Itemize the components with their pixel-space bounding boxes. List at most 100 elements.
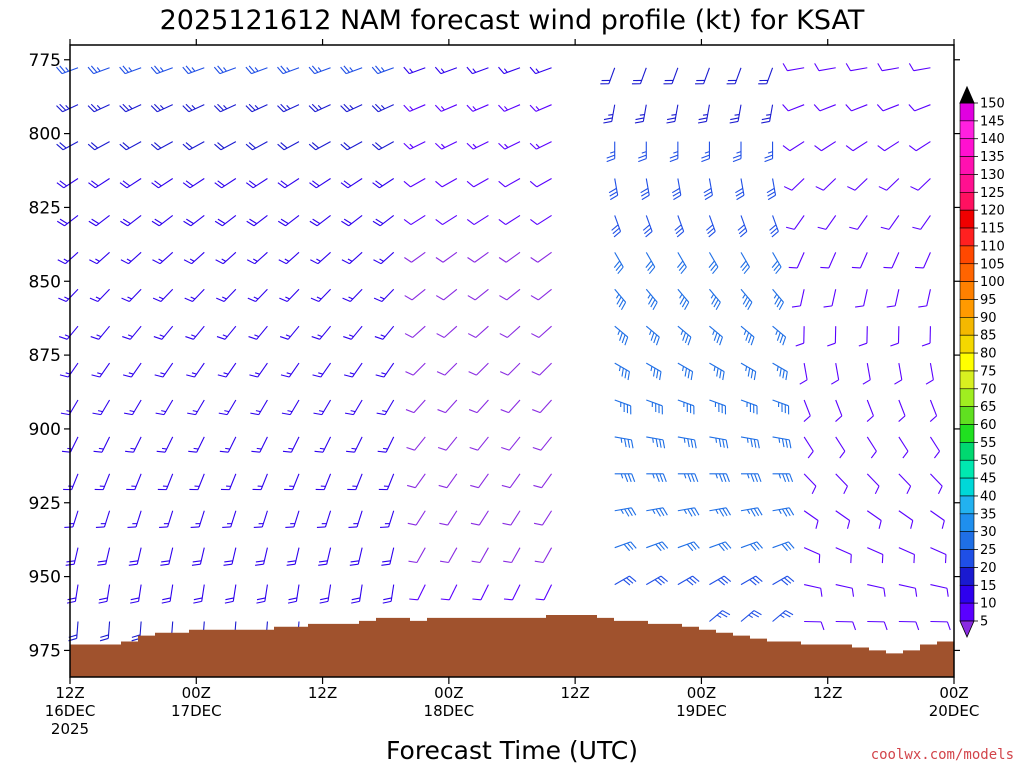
wind-barb xyxy=(407,510,426,526)
barb-feather xyxy=(182,143,190,151)
colorbar-swatch xyxy=(959,388,975,407)
barb-half-feather xyxy=(766,113,771,116)
wind-barb xyxy=(308,103,331,113)
barb-staff xyxy=(252,178,268,189)
wind-barb xyxy=(183,214,205,227)
wind-barb xyxy=(435,214,458,226)
barb-feather xyxy=(87,143,96,151)
barb-feather xyxy=(311,336,320,340)
barb-feather xyxy=(57,259,66,265)
barb-feather xyxy=(129,560,139,563)
wind-barb xyxy=(898,584,918,597)
barb-staff xyxy=(537,251,552,263)
barb-staff xyxy=(377,67,394,75)
barb-staff xyxy=(913,67,931,72)
barb-feather xyxy=(89,259,98,265)
barb-feather xyxy=(59,65,66,73)
wind-barb xyxy=(406,473,426,489)
barb-feather xyxy=(624,473,629,483)
barb-feather xyxy=(910,186,919,191)
wind-barb xyxy=(677,362,694,381)
wind-barb xyxy=(56,214,79,227)
barb-half-feather xyxy=(160,372,166,375)
barb-staff xyxy=(708,215,716,232)
barb-feather xyxy=(88,182,96,189)
barb-half-feather xyxy=(742,293,746,299)
barb-feather xyxy=(750,438,753,448)
barb-feather xyxy=(655,543,662,552)
barb-staff xyxy=(645,288,658,303)
barb-feather xyxy=(438,484,448,489)
wind-barb xyxy=(898,473,912,495)
barb-feather xyxy=(847,186,856,191)
barb-feather xyxy=(618,299,624,308)
wind-barb xyxy=(529,66,552,75)
wind-barb xyxy=(312,362,332,378)
wind-barb xyxy=(182,178,205,189)
barb-feather xyxy=(120,220,128,227)
wind-barb xyxy=(740,610,762,622)
wind-barb xyxy=(782,104,805,112)
barb-feather xyxy=(785,226,795,230)
wind-barb xyxy=(436,325,458,339)
wind-barb xyxy=(499,288,521,301)
barb-half-feather xyxy=(778,509,782,515)
barb-staff xyxy=(510,510,521,526)
barb-feather xyxy=(185,65,193,73)
barb-staff xyxy=(789,141,805,152)
barb-feather xyxy=(908,63,915,71)
wind-barb xyxy=(309,214,331,227)
wind-barb xyxy=(189,473,205,491)
barb-feather xyxy=(161,600,171,604)
barb-feather xyxy=(498,66,505,74)
barb-feather xyxy=(603,120,612,124)
barb-staff xyxy=(709,362,725,373)
barb-staff xyxy=(898,362,903,380)
barb-feather xyxy=(256,600,265,604)
wind-barb xyxy=(405,362,426,376)
wind-barb xyxy=(898,620,920,631)
barb-half-feather xyxy=(716,614,722,619)
barb-feather xyxy=(472,598,481,601)
barb-feather xyxy=(740,260,747,268)
wind-barb xyxy=(740,252,750,275)
barb-staff xyxy=(772,575,788,586)
barb-half-feather xyxy=(713,366,716,372)
barb-staff xyxy=(504,178,521,188)
barb-feather xyxy=(835,415,843,422)
barb-feather xyxy=(858,342,868,347)
barb-staff xyxy=(283,104,300,113)
barb-staff xyxy=(614,178,619,196)
barb-feather xyxy=(933,450,941,459)
barb-staff xyxy=(740,288,753,303)
wind-barb xyxy=(284,473,300,491)
barb-feather xyxy=(99,597,108,601)
barb-staff xyxy=(645,252,656,268)
barb-staff xyxy=(825,215,837,230)
wind-barb xyxy=(466,104,489,112)
colorbar-label: 25 xyxy=(980,543,997,558)
barb-feather xyxy=(375,180,383,187)
wind-barb xyxy=(467,288,489,301)
barb-staff xyxy=(225,362,237,378)
barb-staff xyxy=(740,575,756,586)
x-tick-label: 17DEC xyxy=(171,702,222,720)
barb-half-feather xyxy=(189,258,195,262)
wind-barb xyxy=(772,362,788,381)
barb-staff xyxy=(349,251,363,265)
wind-barb xyxy=(631,67,647,85)
barb-staff xyxy=(645,215,653,232)
wind-barb xyxy=(89,288,110,303)
barb-half-feather xyxy=(126,258,132,262)
barb-half-feather xyxy=(743,330,747,335)
barb-staff xyxy=(448,547,458,563)
barb-feather xyxy=(245,143,253,151)
barb-feather xyxy=(373,259,382,265)
colorbar-label: 40 xyxy=(980,489,997,504)
wind-barb xyxy=(855,289,868,308)
wind-barb xyxy=(373,251,395,265)
barb-staff xyxy=(835,436,846,452)
wind-barb xyxy=(533,473,553,489)
barb-half-feather xyxy=(253,296,259,300)
barb-feather xyxy=(216,297,225,303)
